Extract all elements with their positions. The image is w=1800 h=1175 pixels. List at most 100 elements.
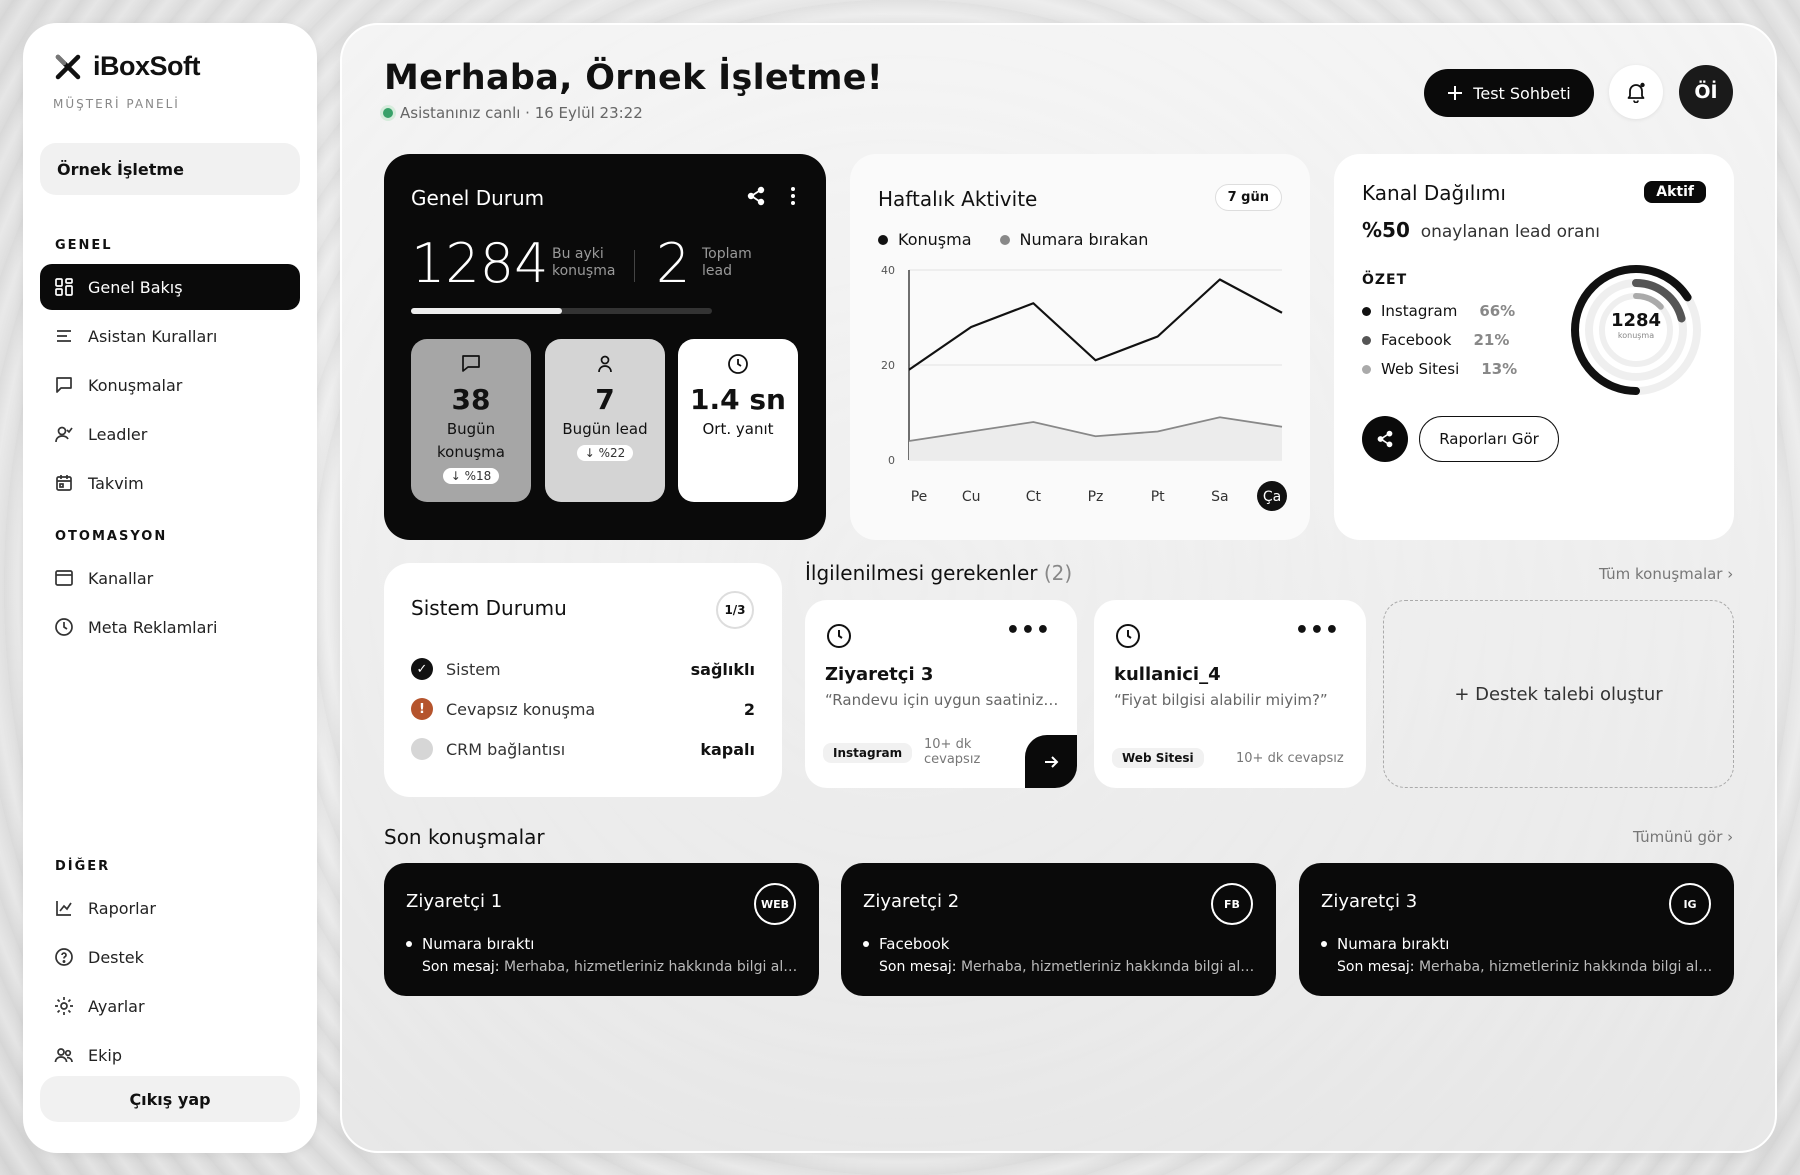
attention-item[interactable]: ••• Ziyaretçi 3 “Randevu için uygun saat… — [805, 600, 1077, 788]
legend-item-numara: Numara bırakan — [999, 230, 1148, 249]
sidebar-item-genel-bakis[interactable]: Genel Bakış — [40, 264, 300, 310]
conversation-status: Numara bıraktı — [406, 935, 534, 953]
last-message: Son mesaj: Merhaba, hizmetleriniz hakkın… — [422, 959, 802, 975]
wait-time: 10+ dk cevapsız — [1236, 751, 1344, 766]
clock-icon — [1116, 624, 1140, 648]
overview-card: Genel Durum 1284 Bu ayki konuşma 2 Toplam… — [384, 154, 826, 540]
message-preview: “Fiyat bilgisi alabilir miyim?” — [1114, 691, 1328, 709]
x-tick-label: Ça — [1263, 489, 1281, 505]
system-title: Sistem Durumu — [411, 596, 567, 620]
weekly-title: Haftalık Aktivite — [878, 187, 1038, 211]
status-dot-icon — [383, 108, 393, 118]
avg-response-tile[interactable]: 1.4 sn Ort. yanıt — [678, 339, 798, 502]
recent-title: Son konuşmalar — [384, 825, 545, 849]
check-icon: ✓ — [411, 658, 433, 680]
sidebar-item-label: Genel Bakış — [88, 277, 183, 297]
visitor-name: kullanici_4 — [1114, 664, 1221, 685]
donut-center: 1284 konuşma — [1566, 310, 1706, 340]
x-tick-highlight — [1257, 481, 1287, 511]
more-icon[interactable]: ••• — [1005, 618, 1051, 643]
arrow-right-icon — [1045, 755, 1059, 768]
more-icon[interactable]: ••• — [1294, 618, 1340, 643]
system-step-badge: 1/3 — [716, 591, 754, 629]
system-row-unanswered[interactable]: ! Cevapsız konuşma 2 — [411, 698, 755, 720]
visitor-name: Ziyaretçi 2 — [863, 891, 960, 912]
overview-progress-bar — [411, 308, 712, 314]
open-conversation-button[interactable] — [1025, 735, 1077, 788]
series-line-numara — [908, 416, 1283, 442]
sidebar-item-meta-reklamlari[interactable]: Meta Reklamlari — [40, 604, 300, 650]
donut-arc-facebook — [1585, 279, 1687, 381]
user-check-icon — [55, 426, 73, 443]
notifications-button[interactable] — [1609, 65, 1663, 119]
sidebar-item-ekip[interactable]: Ekip — [40, 1032, 300, 1078]
sidebar-item-asistan-kurallari[interactable]: Asistan Kuralları — [40, 313, 300, 359]
test-chat-button[interactable]: Test Sohbeti — [1424, 69, 1594, 117]
change-badge: ↓ %18 — [442, 468, 500, 484]
all-conversations-link[interactable]: Tüm konuşmalar › — [1599, 565, 1734, 583]
avatar[interactable]: Öİ — [1679, 65, 1733, 119]
test-chat-label: Test Sohbeti — [1473, 83, 1571, 103]
x-tick-label: Pz — [1088, 489, 1104, 505]
business-selector[interactable]: Örnek İşletme — [40, 143, 300, 195]
sidebar-item-leadler[interactable]: Leadler — [40, 411, 300, 457]
sidebar-item-label: Konuşmalar — [88, 375, 183, 395]
section-genel: GENEL — [55, 238, 113, 253]
weekly-activity-card: Haftalık Aktivite 7 gün Konuşma Numara b… — [850, 154, 1310, 540]
sidebar-item-label: Leadler — [88, 424, 148, 444]
see-all-link[interactable]: Tümünü gör › — [1633, 828, 1734, 846]
brand-name: iBoxSoft — [93, 51, 201, 81]
help-icon — [55, 948, 73, 966]
sidebar-item-raporlar[interactable]: Raporlar — [40, 885, 300, 931]
message-preview: “Randevu için uygun saatiniz var mı?” — [825, 691, 1060, 709]
attention-item[interactable]: ••• kullanici_4 “Fiyat bilgisi alabilir … — [1094, 600, 1366, 788]
today-leads-tile[interactable]: 7 Bugün lead ↓ %22 — [545, 339, 665, 502]
range-selector[interactable]: 7 gün — [1214, 184, 1282, 211]
sidebar-item-konusmalar[interactable]: Konuşmalar — [40, 362, 300, 408]
more-vertical-icon[interactable] — [790, 186, 796, 206]
clock-icon — [728, 354, 748, 374]
off-icon — [411, 738, 433, 760]
sidebar-item-takvim[interactable]: Takvim — [40, 460, 300, 506]
share-button[interactable] — [1362, 416, 1408, 462]
share-icon[interactable] — [746, 186, 766, 206]
y-tick-label: 40 — [881, 264, 895, 277]
donut-arc-web-sitesi — [1599, 293, 1673, 367]
sidebar-item-label: Takvim — [88, 473, 144, 493]
monthly-conversations-value: 1284 — [411, 232, 549, 295]
sidebar-item-destek[interactable]: Destek — [40, 934, 300, 980]
monthly-conversations-label: Bu ayki konuşma — [552, 246, 616, 279]
grid-icon — [55, 278, 73, 296]
recent-conversation-card[interactable]: Ziyaretçi 2 FB Facebook Son mesaj: Merha… — [841, 863, 1276, 996]
summary-title: ÖZET — [1362, 272, 1408, 288]
clock-icon — [55, 618, 73, 636]
channel-row-facebook: Facebook 21% — [1362, 331, 1509, 349]
x-tick-label: Pe — [911, 489, 928, 505]
donut-arc-instagram — [1571, 265, 1701, 395]
visitor-name: Ziyaretçi 1 — [406, 891, 503, 912]
visitor-name: Ziyaretçi 3 — [1321, 891, 1418, 912]
system-row-crm[interactable]: CRM bağlantısı kapalı — [411, 738, 755, 760]
today-conversations-tile[interactable]: 38 Bugün konuşma ↓ %18 — [411, 339, 531, 502]
recent-conversation-card[interactable]: Ziyaretçi 1 WEB Numara bıraktı Son mesaj… — [384, 863, 819, 996]
channel-row-instagram: Instagram 66% — [1362, 302, 1515, 320]
logout-button[interactable]: Çıkış yap — [40, 1076, 300, 1122]
sidebar-item-kanallar[interactable]: Kanallar — [40, 555, 300, 601]
sidebar-item-label: Ekip — [88, 1045, 122, 1065]
channel-badge: FB — [1211, 883, 1253, 925]
brand-subtitle: MÜŞTERİ PANELİ — [53, 97, 180, 111]
brand-logo[interactable]: iBoxSoft — [53, 51, 201, 82]
last-message: Son mesaj: Merhaba, hizmetleriniz hakkın… — [879, 959, 1259, 975]
sidebar-item-ayarlar[interactable]: Ayarlar — [40, 983, 300, 1029]
change-badge: ↓ %22 — [576, 445, 634, 461]
create-support-ticket-button[interactable]: + Destek talebi oluştur — [1383, 600, 1734, 788]
chat-icon — [462, 355, 480, 372]
series-area-numara — [909, 417, 1282, 460]
progress-fill — [411, 308, 562, 314]
sun-icon — [55, 997, 73, 1015]
recent-conversation-card[interactable]: Ziyaretçi 3 IG Numara bıraktı Son mesaj:… — [1299, 863, 1734, 996]
chat-icon — [56, 377, 72, 393]
channels-title: Kanal Dağılımı — [1362, 181, 1506, 205]
view-reports-button[interactable]: Raporları Gör — [1419, 416, 1559, 462]
user-icon — [598, 355, 612, 373]
